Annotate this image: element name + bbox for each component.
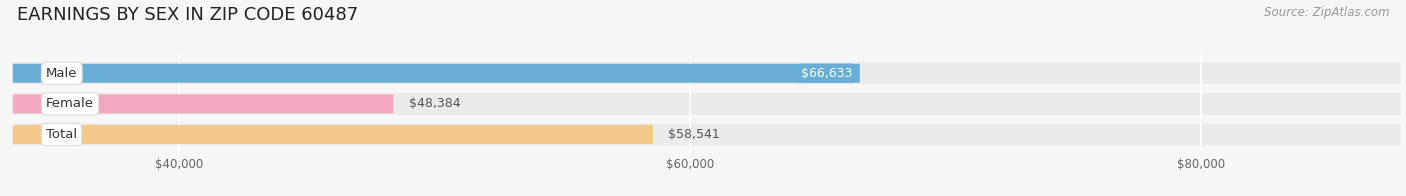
FancyBboxPatch shape (13, 123, 1400, 145)
Text: Total: Total (46, 128, 77, 141)
Text: $66,633: $66,633 (801, 67, 852, 80)
FancyBboxPatch shape (13, 125, 652, 144)
Text: Source: ZipAtlas.com: Source: ZipAtlas.com (1264, 6, 1389, 19)
FancyBboxPatch shape (13, 64, 860, 83)
FancyBboxPatch shape (13, 93, 1400, 115)
Text: Male: Male (46, 67, 77, 80)
Text: $48,384: $48,384 (409, 97, 460, 110)
Text: Female: Female (46, 97, 94, 110)
FancyBboxPatch shape (13, 94, 394, 113)
Text: EARNINGS BY SEX IN ZIP CODE 60487: EARNINGS BY SEX IN ZIP CODE 60487 (17, 6, 359, 24)
Text: $58,541: $58,541 (668, 128, 720, 141)
FancyBboxPatch shape (13, 62, 1400, 84)
